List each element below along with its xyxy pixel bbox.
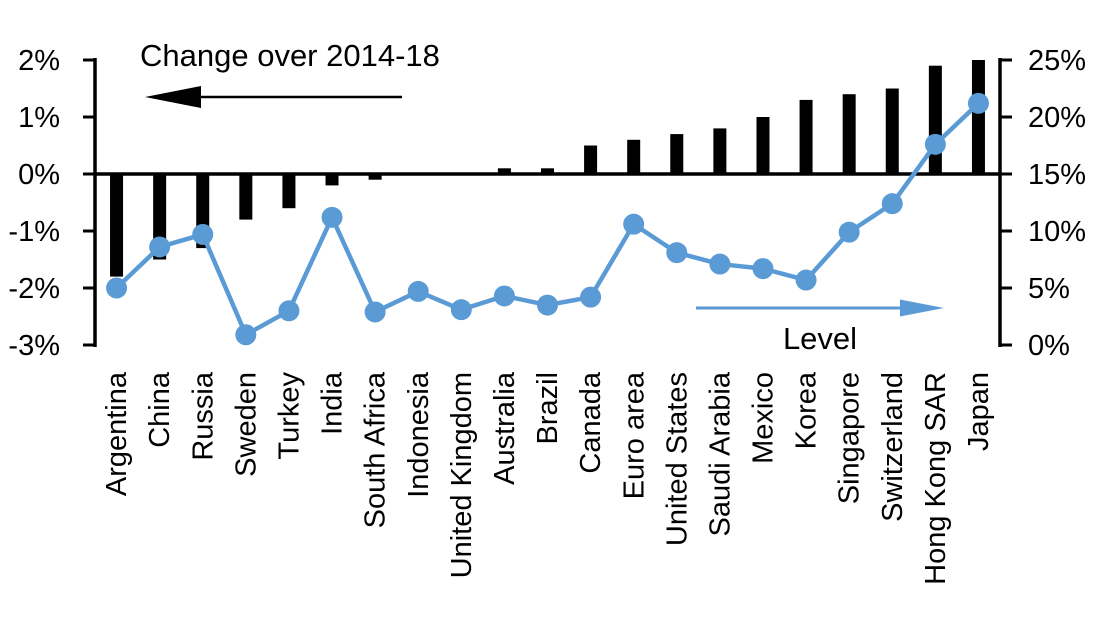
left-tick-label: 2% bbox=[18, 45, 60, 77]
right-tick-label: 20% bbox=[1028, 102, 1086, 134]
bar-united-states bbox=[670, 134, 684, 174]
category-label-russia: Russia bbox=[187, 371, 219, 461]
bar-south-africa bbox=[368, 174, 382, 180]
bar-australia bbox=[497, 168, 511, 174]
point-south-africa bbox=[364, 301, 386, 323]
right-tick-label: 10% bbox=[1028, 216, 1086, 248]
bar-series-group bbox=[110, 60, 985, 277]
point-hong-kong-sar bbox=[924, 133, 946, 155]
point-sweden bbox=[235, 324, 257, 346]
left-tick-label: 0% bbox=[18, 159, 60, 191]
bar-turkey bbox=[282, 174, 296, 209]
bar-korea bbox=[799, 99, 813, 174]
category-label-saudi-arabia: Saudi Arabia bbox=[704, 371, 736, 536]
category-label-brazil: Brazil bbox=[532, 372, 564, 445]
left-axis-labels: 2% 1% 0% -1% -2% -3% bbox=[8, 45, 60, 362]
category-label-switzerland: Switzerland bbox=[877, 372, 909, 522]
bar-canada bbox=[584, 145, 598, 174]
point-saudi-arabia bbox=[709, 253, 731, 275]
category-label-united-kingdom: United Kingdom bbox=[446, 372, 478, 578]
line-series-title: Level bbox=[783, 321, 857, 356]
point-switzerland bbox=[881, 193, 903, 215]
category-label-euro-area: Euro area bbox=[618, 371, 650, 499]
category-label-japan: Japan bbox=[963, 372, 995, 451]
category-label-singapore: Singapore bbox=[834, 372, 866, 504]
bar-hong-kong-sar bbox=[928, 65, 942, 174]
bar-euro-area bbox=[627, 139, 641, 174]
point-mexico bbox=[752, 258, 774, 280]
point-canada bbox=[580, 286, 602, 308]
right-tick-label: 0% bbox=[1028, 330, 1070, 362]
category-label-united-states: United States bbox=[661, 372, 693, 546]
category-label-argentina: Argentina bbox=[101, 371, 133, 496]
bar-brazil bbox=[541, 168, 554, 174]
point-korea bbox=[795, 269, 817, 291]
bar-india bbox=[325, 174, 339, 186]
category-label-korea: Korea bbox=[791, 371, 823, 449]
right-tick-label: 25% bbox=[1028, 45, 1086, 77]
bar-switzerland bbox=[885, 88, 899, 174]
point-japan bbox=[967, 92, 989, 114]
category-label-indonesia: Indonesia bbox=[403, 371, 435, 498]
category-label-canada: Canada bbox=[575, 371, 607, 473]
category-label-australia: Australia bbox=[489, 371, 521, 485]
point-united-states bbox=[666, 242, 688, 264]
bar-singapore bbox=[842, 94, 856, 174]
left-arrow-icon bbox=[145, 86, 402, 108]
bar-sweden bbox=[239, 174, 253, 220]
left-tick-label: -1% bbox=[8, 216, 60, 248]
left-tick-label: -2% bbox=[8, 273, 60, 305]
point-indonesia bbox=[407, 280, 429, 302]
left-tick-label: -3% bbox=[8, 330, 60, 362]
category-label-china: China bbox=[144, 371, 176, 448]
point-argentina bbox=[106, 277, 128, 299]
point-russia bbox=[192, 223, 214, 245]
point-brazil bbox=[537, 294, 558, 316]
bar-mexico bbox=[756, 117, 770, 174]
point-turkey bbox=[278, 300, 300, 322]
left-tick-label: 1% bbox=[18, 102, 60, 134]
point-united-kingdom bbox=[450, 299, 472, 321]
right-arrow-icon bbox=[696, 299, 944, 317]
bar-argentina bbox=[110, 174, 124, 277]
category-label-india: India bbox=[317, 371, 349, 435]
category-label-mexico: Mexico bbox=[748, 372, 780, 464]
category-label-turkey: Turkey bbox=[273, 372, 305, 460]
category-label-south-africa: South Africa bbox=[360, 371, 392, 528]
line-series-group bbox=[106, 92, 989, 346]
point-china bbox=[149, 236, 171, 258]
bar-series-title: Change over 2014-18 bbox=[140, 38, 440, 73]
category-labels: Argentina China Russia Sweden Turkey India Sou… bbox=[101, 371, 995, 585]
right-axis-labels: 25% 20% 15% 10% 5% 0% bbox=[1028, 45, 1086, 362]
point-australia bbox=[493, 285, 515, 307]
point-singapore bbox=[838, 221, 860, 243]
right-tick-label: 5% bbox=[1028, 273, 1070, 305]
point-euro-area bbox=[623, 213, 645, 235]
category-label-sweden: Sweden bbox=[230, 372, 262, 477]
bar-saudi-arabia bbox=[713, 128, 727, 174]
bar-japan bbox=[971, 60, 985, 174]
right-tick-label: 15% bbox=[1028, 159, 1086, 191]
category-label-hong-kong-sar: Hong Kong SAR bbox=[920, 372, 952, 585]
point-india bbox=[321, 206, 343, 228]
